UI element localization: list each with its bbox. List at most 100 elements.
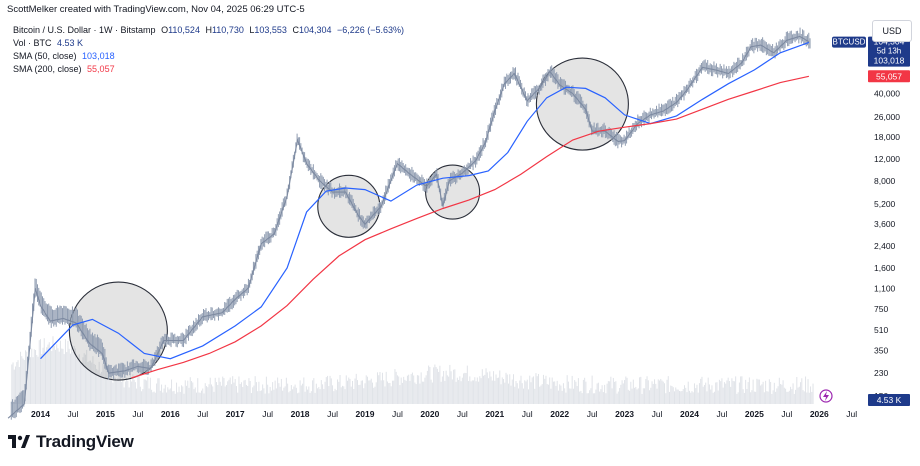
currency-button[interactable]: USD [872,20,912,42]
volume-bar [772,390,774,404]
volume-bar [279,386,281,404]
volume-bar [766,391,768,404]
volume-bar [676,389,678,404]
volume-bar [429,367,431,404]
legend-sma200-row[interactable]: SMA (200, close) 55,057 [13,64,118,74]
x-tick-label: Jul [197,409,208,419]
volume-bar [505,372,507,404]
volume-bar [607,381,609,404]
volume-bar [181,385,183,404]
volume-bar [798,386,800,404]
tradingview-logo-icon [8,435,30,448]
volume-bar [396,375,398,404]
volume-bar [243,380,245,404]
volume-bar [464,372,466,404]
volume-bar [385,371,387,404]
volume-bar [104,361,106,404]
sma200-line [131,75,810,379]
volume-bar [375,382,377,404]
legend-high: 110,730 [211,25,244,35]
volume-bar [248,378,250,404]
volume-bar [71,347,73,404]
volume-bar [337,379,339,404]
volume-bar [485,368,487,404]
y-tick-label: 5,200 [874,199,896,209]
volume-bar [733,381,735,404]
volume-bar [656,388,658,404]
volume-bar [225,385,227,404]
series-layer [7,27,811,420]
legend-volume-row[interactable]: Vol · BTC 4.53 K [13,38,86,48]
volume-bar [252,387,254,404]
volume-bar [239,384,241,404]
volume-bar [208,384,210,404]
y-tick-label: 8,000 [874,176,896,186]
volume-bar [401,382,403,404]
volume-bar [258,381,260,404]
volume-bar [292,389,294,404]
volume-bar [691,391,693,404]
volume-bar [134,382,136,404]
volume-bar [103,362,105,404]
volume-bar [395,371,397,404]
volume-bar [194,387,196,404]
volume-bar [680,391,682,404]
volume-bar [312,380,314,404]
legend-sma50-row[interactable]: SMA (50, close) 103,018 [13,51,118,61]
volume-bar [790,386,792,404]
volume-bar [72,351,74,404]
volume-bar [690,392,692,404]
volume-bar [197,378,199,404]
volume-bar [755,391,757,404]
volume-bar [139,386,141,404]
volume-bar [742,389,744,404]
legend-symbol[interactable]: Bitcoin / U.S. Dollar · 1W · Bitstamp [13,25,156,35]
volume-bar [205,386,207,404]
volume-bar [409,380,411,404]
volume-bar [136,388,138,404]
volume-bar [164,384,166,404]
volume-bar [624,380,626,404]
volume-bar [463,373,465,404]
volume-bar [750,392,752,404]
volume-bar [587,393,589,404]
volume-bar [617,391,619,404]
volume-bar [508,383,510,404]
legend-symbol-row[interactable]: Bitcoin / U.S. Dollar · 1W · Bitstamp O1… [13,25,410,35]
volume-bar [476,377,478,404]
volume-bar [81,363,83,404]
volume-bar [589,390,591,404]
volume-bar [329,375,331,404]
volume-bar [330,378,332,404]
volume-bar [741,376,743,404]
volume-bar [98,361,100,404]
x-tick-label: Jul [846,409,857,419]
volume-bar [445,370,447,404]
volume-bar [186,385,188,404]
volume-bar [129,371,131,404]
volume-bar [295,387,297,404]
volume-bar [18,366,20,404]
volume-bar [706,391,708,404]
tradingview-logo[interactable]: TradingView [8,432,134,452]
x-tick-label: 2014 [31,409,50,419]
volume-bar [259,390,261,404]
volume-bar [131,381,133,404]
x-tick-label: 2022 [550,409,569,419]
volume-bar [245,384,247,404]
volume-bar [22,358,24,404]
volume-bar [495,374,497,404]
volume-bar [636,389,638,404]
volume-bar [567,381,569,404]
volume-bar [91,362,93,404]
volume-bar [726,380,728,404]
volume-bar [780,384,782,404]
volume-bar [290,385,292,404]
volume-bar [644,388,646,404]
volume-bar [509,374,511,404]
volume-bar [83,353,85,404]
volume-bar [600,389,602,404]
volume-bar [73,345,75,404]
volume-bar [69,353,71,404]
volume-bar [269,386,271,404]
